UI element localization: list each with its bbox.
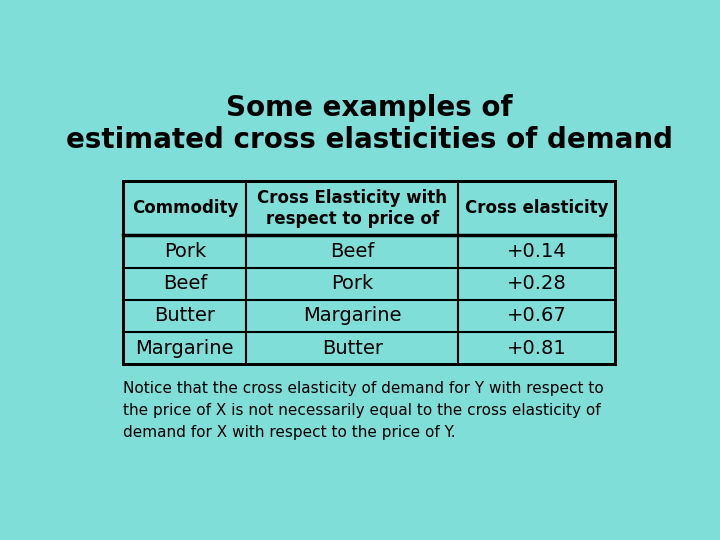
- Text: +0.81: +0.81: [507, 339, 566, 357]
- Text: Pork: Pork: [331, 274, 374, 293]
- Text: Some examples of
estimated cross elasticities of demand: Some examples of estimated cross elastic…: [66, 94, 672, 154]
- Text: Pork: Pork: [163, 242, 206, 261]
- Text: Butter: Butter: [322, 339, 383, 357]
- Text: Margarine: Margarine: [135, 339, 234, 357]
- Text: Beef: Beef: [163, 274, 207, 293]
- Text: Cross Elasticity with
respect to price of: Cross Elasticity with respect to price o…: [257, 189, 447, 228]
- Text: +0.28: +0.28: [507, 274, 566, 293]
- Text: Butter: Butter: [154, 306, 215, 325]
- Text: Notice that the cross elasticity of demand for Y with respect to
the price of X : Notice that the cross elasticity of dema…: [124, 381, 604, 440]
- Text: +0.14: +0.14: [507, 242, 566, 261]
- Text: Beef: Beef: [330, 242, 374, 261]
- Text: Margarine: Margarine: [303, 306, 402, 325]
- Bar: [124, 181, 615, 364]
- Text: Commodity: Commodity: [132, 199, 238, 217]
- Text: Cross elasticity: Cross elasticity: [464, 199, 608, 217]
- Text: +0.67: +0.67: [507, 306, 566, 325]
